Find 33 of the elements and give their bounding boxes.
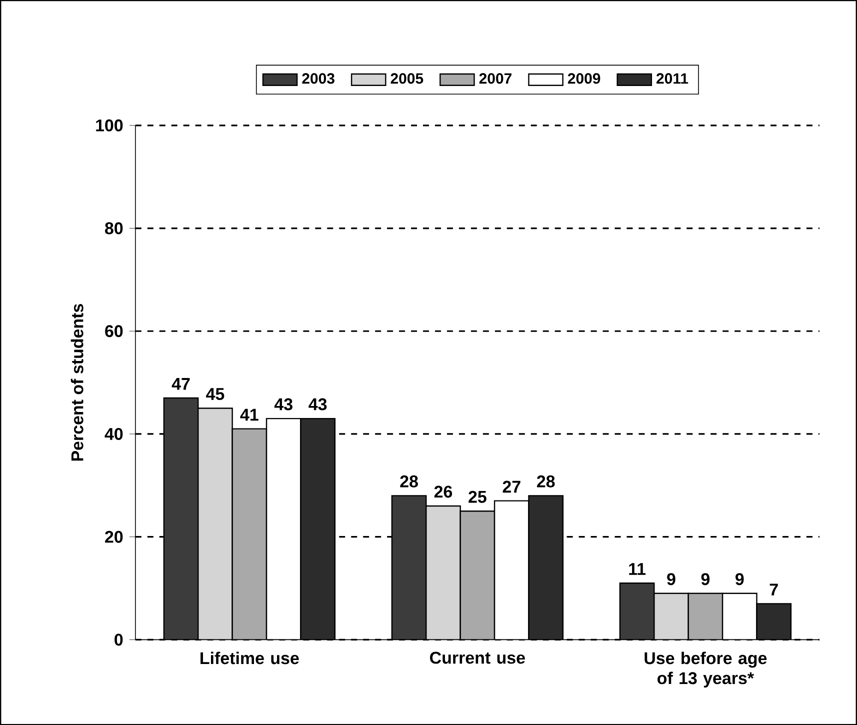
data-label: 9 bbox=[701, 573, 710, 586]
data-label: 9 bbox=[667, 573, 676, 586]
bar bbox=[300, 418, 336, 640]
data-label: 28 bbox=[400, 475, 418, 488]
legend-label: 2005 bbox=[390, 73, 424, 84]
y-tick-label: 80 bbox=[105, 222, 123, 234]
data-label: 7 bbox=[770, 584, 778, 596]
legend-label: 2009 bbox=[568, 73, 600, 84]
data-label: 25 bbox=[468, 490, 486, 503]
y-tick-label: 20 bbox=[105, 530, 123, 543]
data-label: 27 bbox=[502, 480, 520, 493]
bar bbox=[528, 495, 564, 640]
x-tick-label: Lifetime use bbox=[200, 652, 299, 664]
legend-label: 2003 bbox=[302, 73, 334, 84]
bar bbox=[756, 603, 792, 640]
data-label: 43 bbox=[308, 398, 327, 410]
y-tick-label: 0 bbox=[114, 634, 123, 646]
data-label: 41 bbox=[240, 408, 258, 421]
y-tick-label: 60 bbox=[105, 325, 123, 338]
data-label: 9 bbox=[736, 573, 744, 586]
legend-label: 2007 bbox=[479, 73, 512, 84]
y-tick-label: 40 bbox=[104, 428, 123, 440]
x-tick-label: Current use bbox=[430, 652, 525, 664]
data-label: 45 bbox=[206, 388, 224, 400]
legend-label: 2011 bbox=[656, 73, 688, 84]
data-label: 11 bbox=[629, 563, 646, 575]
data-label: 26 bbox=[434, 486, 452, 498]
y-axis-title: Percent of students bbox=[70, 304, 84, 461]
data-label: 47 bbox=[172, 378, 190, 390]
x-tick-label: Use before age of 13 years* bbox=[644, 652, 767, 688]
data-label: 43 bbox=[274, 398, 292, 410]
data-label: 28 bbox=[536, 475, 555, 488]
y-tick-label: 100 bbox=[96, 119, 123, 132]
